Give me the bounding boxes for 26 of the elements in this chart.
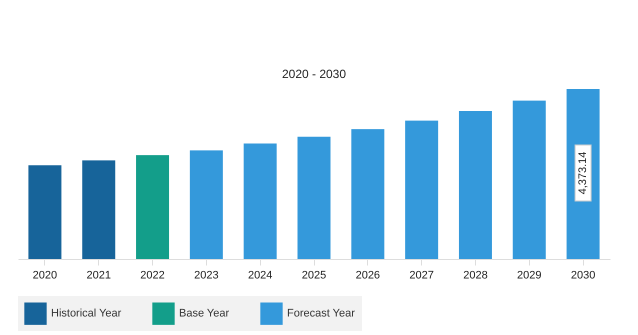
x-tick-label: 2024	[248, 270, 272, 282]
bar	[298, 136, 330, 259]
bar	[28, 165, 62, 259]
x-tick-label: 2027	[409, 270, 434, 282]
bar	[190, 150, 223, 259]
bar	[458, 111, 492, 259]
x-tick-label: 2020	[32, 270, 58, 282]
legend-label: Base Year	[179, 308, 230, 320]
x-tick-label: 2029	[517, 270, 542, 282]
x-tick-label: 2021	[86, 270, 111, 282]
bar	[351, 129, 384, 259]
bar	[405, 120, 438, 259]
x-tick-label: 2023	[194, 270, 219, 282]
bar	[244, 144, 277, 259]
chart-title: 2020 - 2030	[282, 67, 346, 81]
data-label: 4,373.14	[577, 152, 590, 194]
legend-label: Forecast Year	[287, 308, 356, 320]
x-tick-label: 2025	[302, 270, 326, 282]
x-tick-label: 2030	[570, 270, 596, 282]
x-tick-label: 2026	[356, 270, 380, 282]
bar	[136, 155, 170, 259]
x-tick-label: 2022	[140, 270, 165, 282]
legend-label: Historical Year	[51, 308, 122, 320]
x-tick-label: 2028	[463, 270, 488, 282]
bar	[82, 160, 116, 259]
bar	[512, 100, 546, 259]
